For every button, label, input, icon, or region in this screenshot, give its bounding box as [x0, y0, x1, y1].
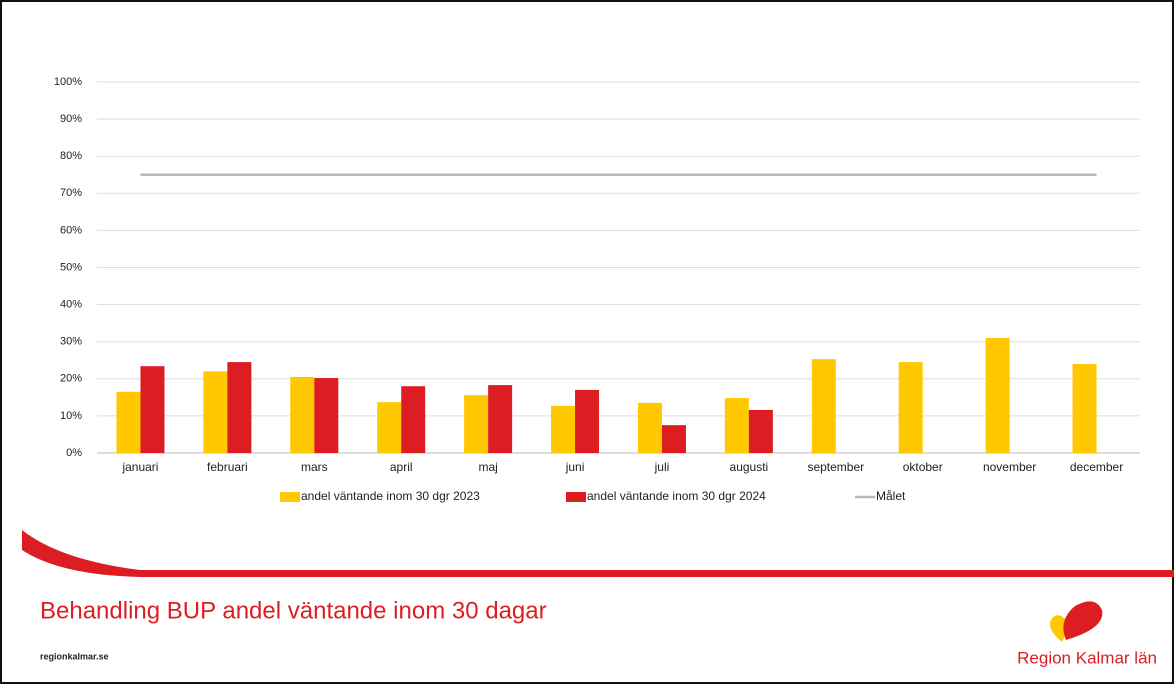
x-tick-label: september: [807, 460, 864, 474]
bar: [227, 362, 252, 453]
bar: [290, 376, 315, 453]
bar: [985, 337, 1010, 453]
x-tick-label: oktober: [903, 460, 943, 474]
x-tick-label: april: [390, 460, 413, 474]
x-tick-label: februari: [207, 460, 248, 474]
slide-title: Behandling BUP andel väntande inom 30 da…: [40, 597, 547, 624]
x-tick-label: juli: [654, 460, 670, 474]
y-tick-label: 60%: [60, 224, 82, 236]
bar: [401, 386, 426, 453]
bar: [661, 425, 686, 453]
bar: [811, 359, 836, 453]
brand: Region Kalmar län: [1017, 648, 1157, 667]
logo: [1049, 601, 1103, 642]
x-tick-label: augusti: [730, 460, 769, 474]
x-tick-label: maj: [478, 460, 497, 474]
y-tick-label: 30%: [60, 336, 82, 348]
red-swoosh: [22, 530, 1174, 577]
legend-label: Målet: [876, 489, 906, 503]
y-tick-label: 50%: [60, 261, 82, 273]
legend-swatch: [280, 492, 300, 502]
bar: [724, 398, 749, 453]
website: regionkalmar.se: [40, 651, 109, 661]
x-tick-label: juni: [565, 460, 585, 474]
bar: [377, 402, 402, 453]
x-tick-label: mars: [301, 460, 328, 474]
x-tick-label: december: [1070, 460, 1123, 474]
bar: [551, 405, 576, 453]
bar: [314, 378, 339, 453]
bar: [898, 362, 923, 453]
bar: [637, 402, 662, 453]
y-tick-label: 90%: [60, 113, 82, 125]
y-tick-label: 100%: [54, 76, 82, 88]
y-tick-label: 70%: [60, 187, 82, 199]
y-tick-label: 40%: [60, 299, 82, 311]
bar: [116, 391, 141, 453]
bar: [575, 389, 600, 453]
legend-swatch: [566, 492, 586, 502]
bar: [203, 371, 228, 453]
bar: [748, 409, 773, 453]
legend-label: andel väntande inom 30 dgr 2024: [587, 489, 766, 503]
y-tick-label: 10%: [60, 410, 82, 422]
bar: [488, 385, 513, 453]
logo-red: [1063, 601, 1103, 640]
bar: [1072, 363, 1097, 453]
bar: [140, 366, 165, 453]
legend-label: andel väntande inom 30 dgr 2023: [301, 489, 480, 503]
y-tick-label: 20%: [60, 373, 82, 385]
x-tick-label: november: [983, 460, 1036, 474]
y-tick-label: 80%: [60, 150, 82, 162]
y-tick-label: 0%: [66, 447, 82, 459]
bar: [464, 395, 489, 453]
x-tick-label: januari: [121, 460, 158, 474]
